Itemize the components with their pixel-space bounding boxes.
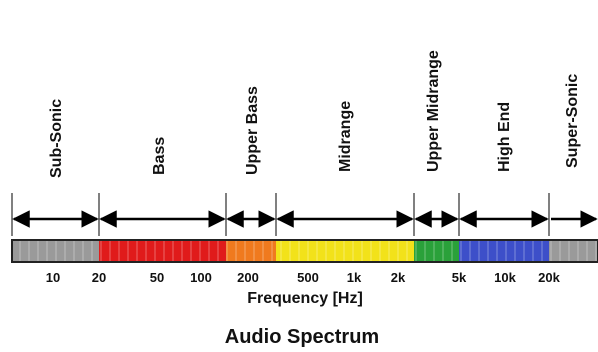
spectrum-bar-border <box>11 239 598 263</box>
tick-label: 2k <box>391 270 406 285</box>
band-label-bass: Bass <box>151 137 168 175</box>
diagram-title: Audio Spectrum <box>225 326 379 348</box>
band-segment-super-sonic <box>549 240 598 262</box>
tick-label: 1k <box>347 270 362 285</box>
band-label-high-end: High End <box>496 102 513 172</box>
tick-label: 5k <box>452 270 467 285</box>
tick-label: 100 <box>190 270 212 285</box>
band-segment-sub-sonic <box>12 240 99 262</box>
spectrum-bar <box>11 239 598 263</box>
tick-label: 20 <box>92 270 106 285</box>
band-segment-upper-bass <box>226 240 276 262</box>
band-dividers <box>11 193 550 236</box>
band-label-sub-sonic: Sub-Sonic <box>48 99 65 178</box>
frequency-tick-labels: 10 20 50 100 200 500 1k 2k 5k 10k 20k <box>46 270 561 285</box>
band-label-upper-midrange: Upper Midrange <box>425 50 442 172</box>
band-label-super-sonic: Super-Sonic <box>564 74 581 168</box>
band-segment-bass <box>99 240 226 262</box>
spectrum-gridlines <box>19 241 597 261</box>
tick-label: 500 <box>297 270 319 285</box>
band-label-upper-bass: Upper Bass <box>244 86 261 175</box>
axis-title: Frequency [Hz] <box>247 290 363 307</box>
band-segment-midrange <box>276 240 414 262</box>
band-segment-upper-midrange <box>414 240 459 262</box>
band-label-midrange: Midrange <box>337 101 354 172</box>
tick-label: 10 <box>46 270 60 285</box>
band-labels: Sub-Sonic Bass Upper Bass Midrange Upper… <box>48 50 581 178</box>
tick-label: 10k <box>494 270 516 285</box>
band-segment-high-end <box>459 240 549 262</box>
tick-label: 20k <box>538 270 560 285</box>
tick-label: 200 <box>237 270 259 285</box>
tick-label: 50 <box>150 270 164 285</box>
